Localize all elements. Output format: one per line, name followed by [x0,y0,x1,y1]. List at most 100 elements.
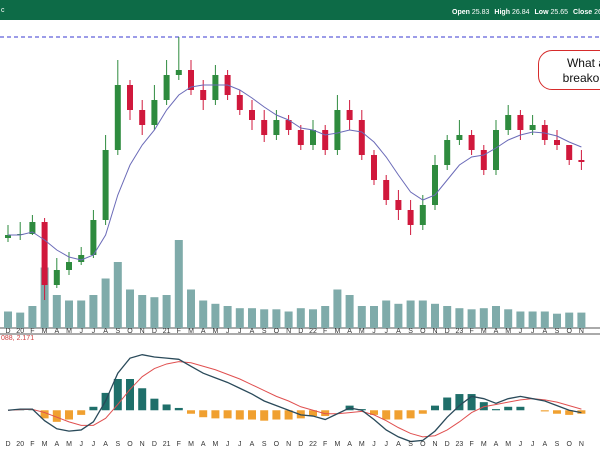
x-tick-label: M [481,441,487,448]
x-tick-label: F [30,328,34,335]
candle-body [273,120,280,135]
x-tick-label: A [54,328,59,335]
candle-body [310,130,316,145]
volume-bar [504,309,513,328]
volume-bar [65,300,73,328]
candle-body [468,135,475,150]
x-tick-label: F [30,441,34,448]
x-tick-label: J [238,328,242,335]
x-tick-label: S [115,328,120,335]
candle-body [432,165,438,205]
candle-body [139,110,146,125]
macd-histogram-bar [162,404,171,411]
x-tick-label: 22 [309,328,317,335]
header-label: High [494,9,510,16]
x-tick-label: M [334,441,340,448]
header-label: Close [573,9,592,16]
volume-bar [406,300,415,328]
macd-histogram-bar [540,410,549,412]
x-tick-label: N [579,328,584,335]
volume-bar [211,303,220,328]
candle-body [175,70,182,75]
x-tick-label: S [262,441,267,448]
x-tick-label: D [5,441,10,448]
macd-histogram-bar [77,410,86,415]
candle-body [127,85,133,110]
macd-label: 088, 2.171 [1,335,34,342]
volume-bar [52,295,61,328]
macd-histogram-bar [52,410,61,422]
candle-body [114,85,121,150]
x-tick-label: F [323,328,327,335]
volume-bar [101,278,110,328]
macd-histogram-bar [516,406,525,411]
x-tick-label: A [201,328,206,335]
x-tick-label: M [481,328,487,335]
x-tick-label: A [494,328,499,335]
macd-histogram-bar [455,394,464,411]
macd-histogram-bar [150,398,159,411]
header-bar [0,0,600,20]
candle-body [188,70,194,90]
x-tick-label: A [103,328,108,335]
macd-histogram-bar [492,409,500,411]
candle-body [297,130,304,145]
x-tick-label: S [262,328,267,335]
x-tick-label: A [396,441,401,448]
volume-bar [370,306,378,328]
x-tick-label: O [566,441,572,448]
macd-histogram-bar [272,410,281,420]
macd-histogram-bar [406,410,415,419]
x-tick-label: S [408,441,413,448]
candle-body [102,150,109,220]
candle-body [29,222,36,234]
x-tick-label: J [372,441,376,448]
x-tick-label: A [396,328,401,335]
macd-histogram-bar [553,410,561,414]
candle-body [419,205,426,225]
x-tick-label: O [420,441,426,448]
x-tick-label: M [212,441,218,448]
x-tick-label: J [238,441,242,448]
x-tick-label: N [286,441,291,448]
x-tick-label: 22 [309,441,317,448]
volume-bar [16,312,25,328]
x-tick-label: O [127,328,133,335]
x-tick-label: J [92,328,96,335]
volume-bar [150,297,159,328]
volume-bar [162,295,171,328]
x-tick-label: M [359,328,365,335]
x-tick-label: J [519,328,523,335]
x-tick-label: M [188,328,194,335]
volume-bar [174,240,183,328]
volume-bar [467,309,476,328]
macd-histogram-bar [223,410,232,419]
header-value: 25.65 [551,9,569,16]
candle-body [493,130,499,170]
volume-bar [138,295,147,328]
candle-body [554,140,560,145]
volume-bar [89,295,98,328]
x-tick-label: J [384,441,388,448]
x-tick-label: A [250,328,255,335]
x-tick-label: F [323,441,327,448]
candle-body [163,75,170,100]
volume-bar [577,312,586,328]
x-tick-label: A [347,328,352,335]
x-tick-label: J [519,441,523,448]
x-tick-label: F [469,441,473,448]
x-tick-label: N [140,441,145,448]
x-tick-label: O [127,441,133,448]
macd-histogram-bar [126,379,134,411]
candle-body [151,100,158,125]
volume-bar [431,303,439,328]
x-tick-label: F [177,328,181,335]
x-tick-label: 21 [163,328,171,335]
x-tick-label: A [542,441,547,448]
x-tick-label: O [566,328,572,335]
macd-histogram-bar [394,410,403,420]
volume-bar [479,308,488,328]
macd-histogram-bar [211,410,220,419]
x-tick-label: S [555,441,560,448]
